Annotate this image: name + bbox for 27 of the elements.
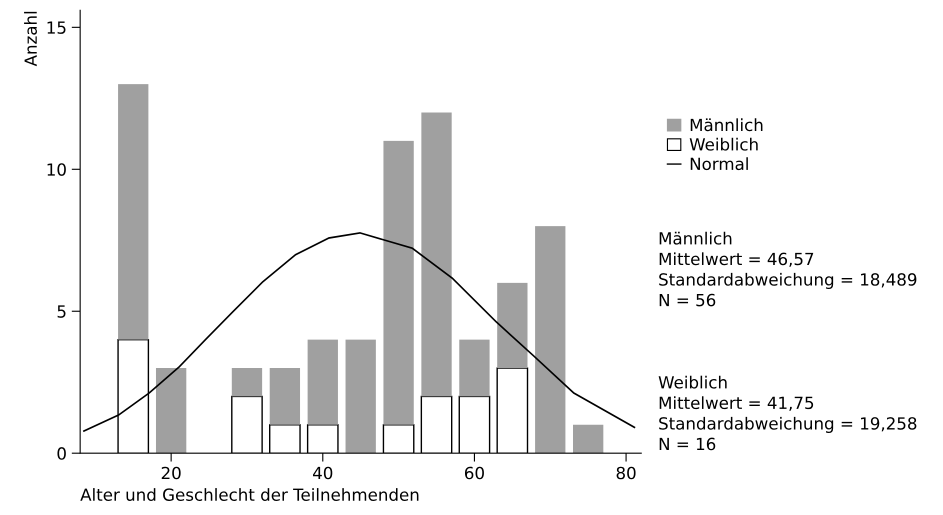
bar [459, 340, 490, 396]
bar [383, 140, 414, 425]
y-tick-label: 10 [48, 163, 66, 176]
x-tick-label: 60 [464, 466, 484, 480]
bar [346, 340, 376, 454]
legend-label: Weiblich [690, 138, 758, 151]
bar [421, 112, 452, 396]
x-tick-label: 20 [162, 466, 181, 480]
bar [156, 368, 186, 454]
bar [308, 340, 338, 425]
y-axis-title: Anzahl [24, 12, 37, 66]
bar [535, 226, 566, 454]
legend-label: Männlich [690, 118, 762, 132]
x-tick-label: 80 [616, 466, 636, 480]
x-axis-title: Alter und Geschlecht der Teilnehmenden [80, 488, 418, 501]
y-tick-label: 15 [48, 22, 66, 34]
bar [118, 84, 148, 340]
y-tick-label: 5 [58, 305, 66, 318]
bar [270, 368, 300, 425]
text: Weiblich Mittelwert = 41,75 Standardabweichung = 19,258 N = 16 [658, 376, 916, 450]
bar [232, 368, 262, 396]
y-tick-label: 0 [57, 447, 66, 460]
bar [573, 424, 604, 454]
x-tick-label: 40 [312, 466, 332, 480]
bar [497, 282, 528, 368]
legend-label: Normal [690, 157, 748, 170]
text: Männlich Mittelwert = 46,57 Standardabweichung = 18,489 N = 56 [659, 232, 916, 306]
